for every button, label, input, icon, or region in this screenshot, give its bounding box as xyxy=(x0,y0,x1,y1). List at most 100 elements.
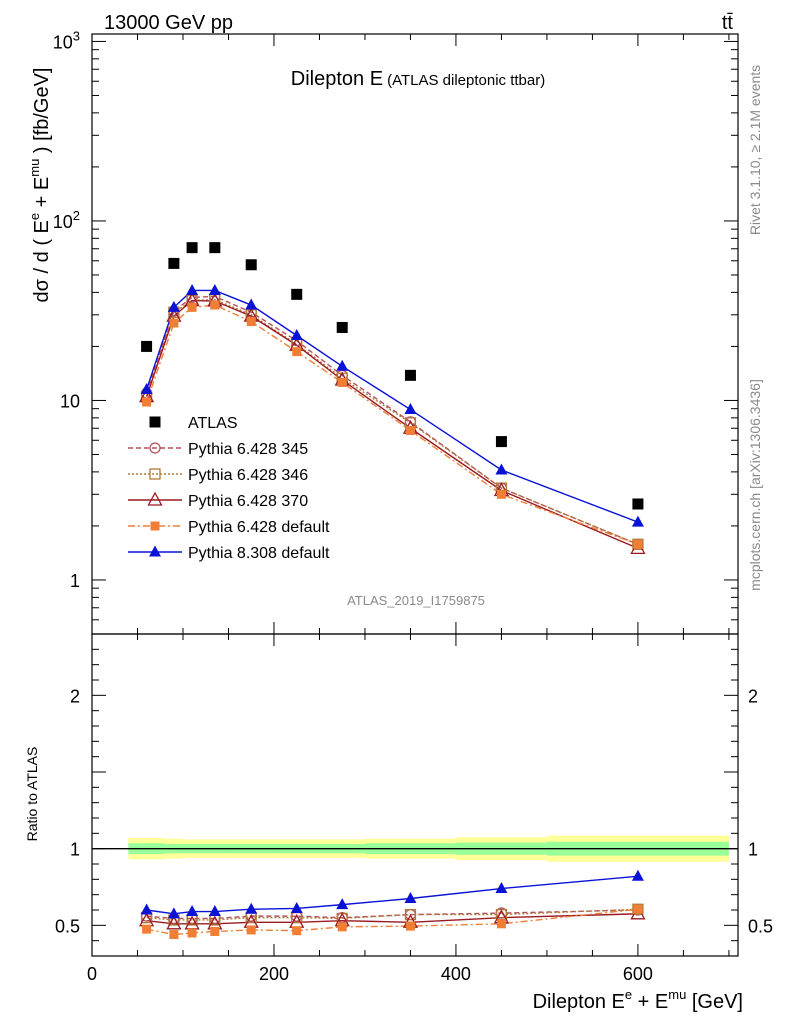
series-4-point-1 xyxy=(169,318,179,328)
legend: ATLAS Pythia 6.428 345 Pythia 6.428 346 Pyt… xyxy=(128,415,330,562)
series-line-3 xyxy=(145,299,639,549)
ratio-2-point-1 xyxy=(166,915,182,930)
series-5-point-0 xyxy=(140,383,153,395)
series-0-point-6 xyxy=(336,321,348,333)
ratio-line-2 xyxy=(146,913,638,925)
legend-marker-1 xyxy=(149,442,161,454)
series-5-point-9 xyxy=(631,515,644,527)
legend-label-2: Pythia 6.428 346 xyxy=(188,467,308,484)
ratio-1-point-7 xyxy=(404,908,417,921)
series-4-point-6 xyxy=(337,377,347,387)
ratio-4-point-3 xyxy=(208,905,221,917)
ratio-4-point-2 xyxy=(186,905,199,917)
legend-label-3: Pythia 6.428 370 xyxy=(188,493,308,510)
series-0-point-9 xyxy=(632,498,644,510)
series-0-point-8 xyxy=(495,436,507,448)
ratio-3-point-4 xyxy=(246,925,256,935)
series-line-5 xyxy=(145,289,639,523)
series-2-point-9 xyxy=(632,538,644,550)
series-4-point-4 xyxy=(246,317,256,327)
ratio-4-point-4 xyxy=(245,902,258,914)
ratio-4-point-1 xyxy=(167,907,180,919)
legend-marker-0 xyxy=(149,416,161,428)
ratio-axis-title: Ratio to ATLAS xyxy=(24,747,40,842)
y-tick-label-3: 103 xyxy=(53,28,80,52)
ratio-line-1 xyxy=(146,908,638,921)
r-tick-label-left-2: 2 xyxy=(70,686,80,706)
x-tick-label-3: 600 xyxy=(623,964,653,984)
series-line-1 xyxy=(145,295,639,545)
ratio-line-4 xyxy=(146,875,638,915)
ratio-line-3 xyxy=(146,908,638,936)
header-energy-label: 13000 GeV pp xyxy=(104,12,233,34)
ratio-3-point-0 xyxy=(142,924,152,934)
x-axis-title: Dilepton Ee + Emu [GeV] xyxy=(533,987,743,1013)
legend-label-0: ATLAS xyxy=(188,415,238,432)
ratio-4-point-0 xyxy=(140,903,153,915)
y-tick-label-2: 102 xyxy=(53,208,80,232)
series-0-point-2 xyxy=(186,242,198,254)
r-tick-label-right-0: 0.5 xyxy=(748,916,773,936)
legend-marker-3 xyxy=(147,491,163,506)
ratio-4-point-5 xyxy=(290,901,303,913)
ratio-3-point-2 xyxy=(187,928,197,938)
ratio-1-point-9 xyxy=(632,903,644,915)
ratio-4-point-6 xyxy=(336,898,349,910)
series-4-point-0 xyxy=(142,397,152,407)
legend-label-5: Pythia 8.308 default xyxy=(188,545,330,562)
plot-title-sub: (ATLAS dileptonic ttbar) xyxy=(387,72,545,89)
series-4-point-9 xyxy=(633,539,643,549)
uncertainty-band xyxy=(92,835,738,862)
analysis-label: ATLAS_2019_I1759875 xyxy=(347,593,485,608)
ratio-3-point-8 xyxy=(496,919,506,929)
series-4-point-5 xyxy=(292,347,302,357)
series-5-point-3 xyxy=(208,283,221,295)
y-tick-label-1: 10 xyxy=(60,391,80,411)
r-tick-label-right-2: 2 xyxy=(748,686,758,706)
ratio-panel-frame xyxy=(91,633,739,957)
ratio-3-point-3 xyxy=(210,926,220,936)
series-5-point-6 xyxy=(336,359,349,371)
series-0-point-4 xyxy=(245,259,257,271)
mcplots-label: mcplots.cern.ch [arXiv:1306.3436] xyxy=(747,379,763,591)
series-0-point-0 xyxy=(141,340,153,352)
ratio-4-point-7 xyxy=(404,892,417,903)
plot-title: Dilepton E (ATLAS dileptonic ttbar) xyxy=(291,68,545,90)
ratio-3-point-1 xyxy=(169,930,179,940)
rivet-version-label: Rivet 3.1.10, ≥ 2.1M events xyxy=(747,65,763,235)
r-tick-label-left-0: 0.5 xyxy=(55,916,80,936)
header-process-label: tt̄ xyxy=(722,12,734,34)
series-5-point-5 xyxy=(290,329,303,341)
legend-label-1: Pythia 6.428 345 xyxy=(188,441,308,458)
y-tick-label-0: 1 xyxy=(70,571,80,591)
series-5-point-8 xyxy=(495,463,508,475)
legend-marker-2 xyxy=(149,468,161,480)
ratio-4-point-9 xyxy=(631,869,644,881)
data-series xyxy=(139,242,646,555)
ratio-3-point-7 xyxy=(405,921,415,931)
series-0-point-1 xyxy=(168,257,180,269)
ratio-3-point-6 xyxy=(337,922,347,932)
series-4-point-7 xyxy=(405,426,415,436)
series-line-4 xyxy=(145,304,639,545)
ratio-series xyxy=(139,869,646,940)
axes-ticks: 0 200 400 600 1 10 102 103 0.5 0.5 1 1 2 2 xyxy=(53,28,773,984)
ratio-3-point-9 xyxy=(633,904,643,914)
series-4-point-8 xyxy=(496,489,506,499)
y-axis-title: dσ / d ( Ee + Emu ) [fb/GeV] xyxy=(27,68,53,303)
ratio-line-0 xyxy=(146,909,638,920)
series-5-point-2 xyxy=(186,283,199,295)
ratio-3-point-5 xyxy=(292,926,302,936)
plot-title-main: Dilepton E xyxy=(291,68,383,90)
r-tick-label-right-1: 1 xyxy=(748,840,758,860)
series-5-point-4 xyxy=(245,298,258,310)
series-line-2 xyxy=(145,298,639,545)
legend-label-4: Pythia 6.428 default xyxy=(188,519,330,536)
series-5-point-1 xyxy=(167,300,180,312)
legend-marker-4 xyxy=(150,521,160,531)
x-tick-label-2: 400 xyxy=(441,964,471,984)
series-0-point-7 xyxy=(404,369,416,381)
r-tick-label-left-1: 1 xyxy=(70,840,80,860)
series-4-point-3 xyxy=(210,300,220,310)
